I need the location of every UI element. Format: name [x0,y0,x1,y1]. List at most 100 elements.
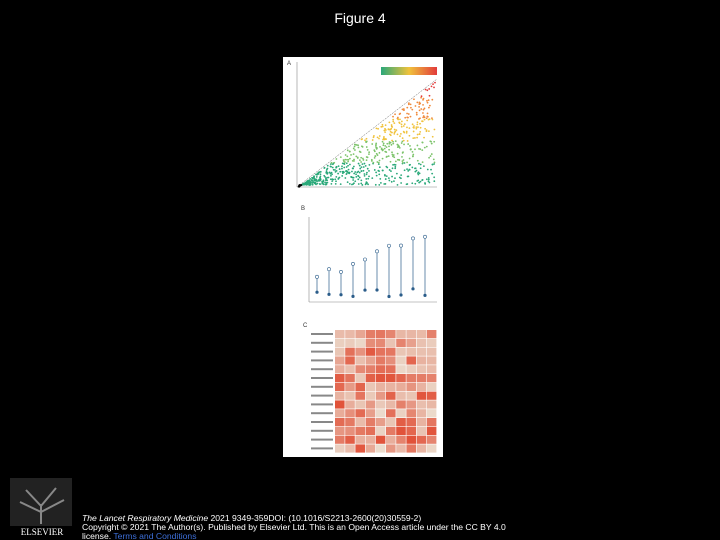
cell [406,391,416,400]
scatter-dot [353,145,356,148]
scatter-dot [381,169,384,172]
copyright: Copyright © 2021 The Author(s). Publishe… [82,521,506,540]
scatter-dot [428,104,431,107]
cell [396,374,406,383]
cell [355,444,365,453]
cell [416,374,427,383]
scatter-dot [395,129,398,131]
cell [416,409,427,418]
scatter-dot [344,177,347,179]
scatter-dot [422,115,425,117]
scatter-dot [360,166,363,169]
scatter-dot [401,108,404,111]
scatter-dot [325,181,328,184]
cell [406,347,416,356]
scatter-dot [425,129,428,132]
scatter-dot [416,136,418,139]
cell [416,347,427,356]
scatter-dot [412,155,414,157]
cell [406,330,416,339]
scatter-dot [431,172,434,175]
cell [355,374,365,383]
scatter-dot [414,167,416,170]
scatter-dot [307,183,309,186]
scatter-dot [389,160,392,163]
cell [365,444,376,453]
journal: The Lancet Respiratory Medicine [82,513,209,523]
cell [416,330,427,339]
cell [375,391,386,400]
cell [386,382,396,391]
cell [396,356,406,365]
scatter-dot [400,142,403,144]
scatter-dot [385,165,388,168]
scatter-dot [427,130,430,133]
scatter-dot [412,137,415,140]
terms-link[interactable]: Terms and Conditions [113,530,197,540]
cell [426,400,437,409]
scatter-dot [420,95,423,98]
scatter-dot [359,159,361,162]
scatter-dot [319,173,322,176]
cell [365,409,376,418]
scatter-dot [424,127,427,130]
scatter-dot [365,178,368,180]
cell [396,400,406,409]
scatter-dot [408,157,411,160]
scatter-dot [412,153,415,156]
cell [365,418,376,427]
scatter-dot [360,138,363,141]
scatter-dot [361,163,364,166]
scatter-dot [357,183,360,185]
scatter-dot [381,157,384,160]
scatter-dot [406,119,409,122]
scatter-dot [348,182,351,185]
scatter-dot [400,123,403,126]
cell [335,435,345,444]
scatter-dot [341,167,343,170]
scatter-dot [360,170,363,172]
cell [335,418,345,427]
cell [375,330,386,339]
scatter-dot [346,149,349,152]
row-label [311,385,333,388]
cell [406,365,416,374]
row-label [311,368,333,371]
scatter-dot [347,172,350,174]
dot [423,293,427,297]
scatter-dot [383,136,385,138]
scatter-dot [325,179,327,182]
scatter-dot [351,183,353,186]
scatter-dot [300,184,303,186]
scatter-dot [332,168,335,171]
scatter-dot [304,181,307,184]
scatter-dot [433,140,436,143]
cell [345,418,355,427]
scatter-dot [428,181,431,184]
scatter-dot [375,152,378,155]
scatter-dot [402,125,405,127]
scatter-dot [373,156,376,159]
scatter-dot [427,178,430,181]
scatter-dot [415,111,418,114]
scatter-dot [422,165,425,168]
scatter-dot [376,136,379,139]
scatter-dot [422,97,425,100]
cell [355,347,365,356]
cell [375,347,386,356]
scatter-dot [392,154,395,156]
cell [355,365,365,374]
scatter-dot [402,108,405,110]
scatter-dot [400,174,403,177]
scatter-dot [390,170,392,173]
scatter-dot [418,105,421,108]
scatter-dot [364,164,367,167]
scatter-dot [316,182,319,185]
scatter-dot [382,148,384,151]
row-label [311,403,333,406]
scatter-dot [365,159,368,162]
scatter-dot [401,140,404,143]
scatter-dot [360,179,363,182]
scatter-dot [426,101,429,104]
scatter-dot [309,180,311,183]
